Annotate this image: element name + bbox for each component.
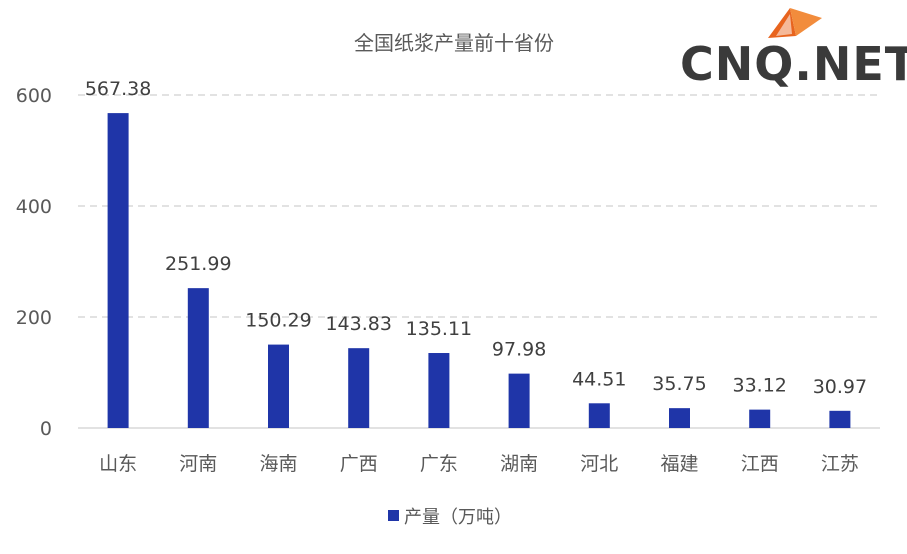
logo-text: CNQ.NET	[680, 37, 907, 91]
data-label: 33.12	[732, 375, 786, 397]
data-label: 143.83	[325, 313, 391, 335]
bar	[749, 409, 771, 428]
x-category-label: 广东	[420, 453, 458, 475]
bar	[348, 348, 370, 428]
x-category-label: 湖南	[500, 453, 538, 475]
bar	[588, 403, 610, 428]
bar	[829, 410, 851, 428]
x-category-label: 江西	[741, 453, 779, 475]
legend-label: 产量（万吨）	[404, 507, 512, 528]
data-label: 150.29	[245, 310, 311, 332]
data-label: 251.99	[165, 253, 231, 275]
data-label: 135.11	[406, 318, 472, 340]
x-axis-categories: 山东 河南 海南 广西 广东 湖南 河北 福建 江西 江苏	[99, 453, 859, 475]
bar	[187, 288, 209, 428]
gridlines	[78, 94, 880, 318]
x-category-label: 广西	[340, 453, 378, 475]
data-label: 44.51	[572, 368, 626, 390]
watermark-logo: CNQ.NET	[680, 8, 907, 91]
x-category-label: 河北	[580, 453, 618, 475]
data-label: 567.38	[85, 78, 151, 100]
bar	[669, 408, 690, 428]
x-category-label: 海南	[259, 453, 297, 475]
y-tick-label: 200	[16, 307, 52, 329]
y-tick-label: 600	[16, 85, 52, 107]
y-axis-ticks: 0 200 400 600	[16, 85, 52, 440]
data-label: 97.98	[492, 339, 546, 361]
data-label: 35.75	[652, 373, 706, 395]
legend-swatch	[388, 510, 399, 521]
x-category-label: 河南	[179, 453, 217, 475]
bar	[107, 113, 129, 429]
x-category-label: 福建	[660, 453, 698, 475]
x-category-label: 江苏	[821, 453, 859, 475]
bars	[107, 113, 851, 429]
bar	[508, 373, 530, 428]
x-category-label: 山东	[99, 453, 137, 475]
bar	[268, 344, 289, 428]
data-labels: 567.38 251.99 150.29 143.83 135.11 97.98 44.51…	[85, 78, 867, 398]
y-tick-label: 0	[40, 418, 52, 440]
logo-emblem-icon	[768, 8, 822, 38]
bar	[428, 353, 450, 428]
y-tick-label: 400	[16, 196, 52, 218]
legend: 产量（万吨）	[388, 507, 512, 528]
data-label: 30.97	[813, 376, 867, 398]
chart-title: 全国纸浆产量前十省份	[354, 31, 554, 55]
